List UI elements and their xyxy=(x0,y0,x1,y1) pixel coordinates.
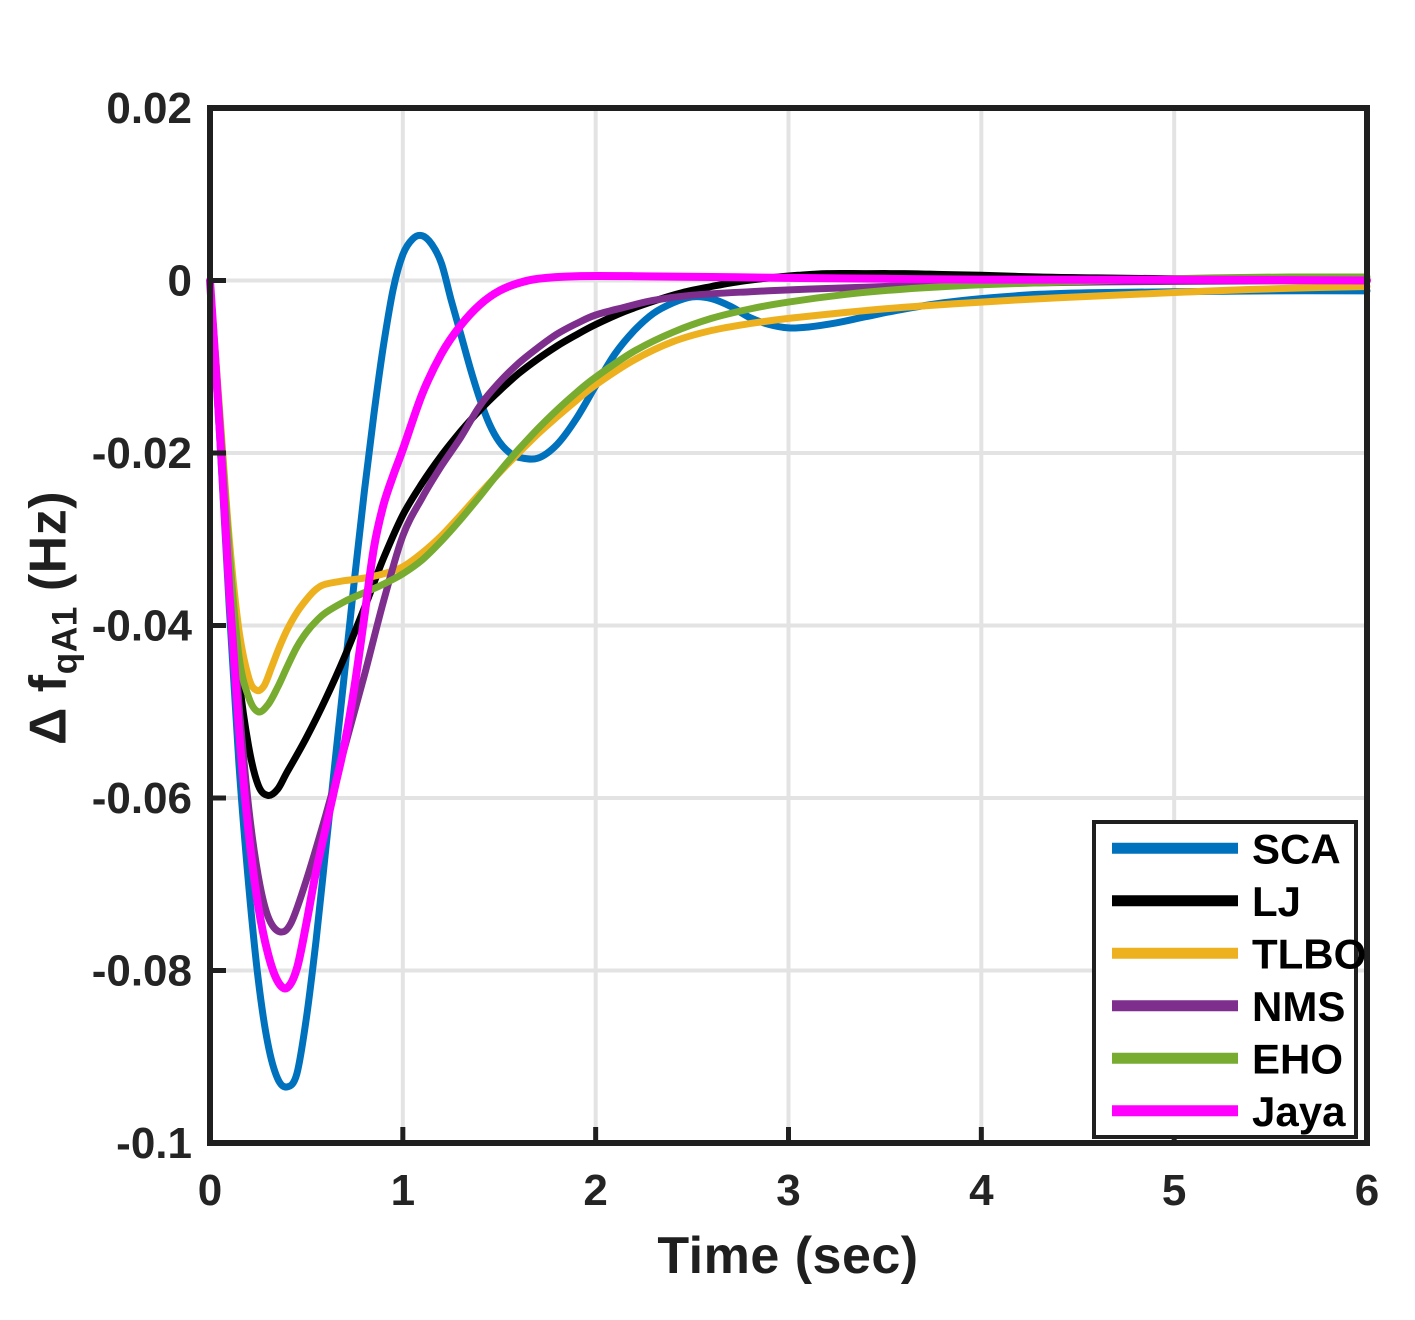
y-axis-label-prefix: Δ f xyxy=(19,674,78,746)
legend-entry-TLBO: TLBO xyxy=(1112,930,1366,977)
legend-label-SCA: SCA xyxy=(1252,825,1341,872)
legend-label-Jaya: Jaya xyxy=(1252,1088,1346,1135)
y-tick-label-0.02: 0.02 xyxy=(106,84,192,133)
legend-box xyxy=(1092,820,1358,1139)
x-tick-label-4: 4 xyxy=(969,1166,994,1215)
y-axis-label-subscript: qA1 xyxy=(45,606,85,675)
legend-label-EHO: EHO xyxy=(1252,1035,1343,1082)
series-group xyxy=(206,231,1371,1091)
series-line-LJ xyxy=(206,269,1371,799)
x-tick-label-3: 3 xyxy=(776,1166,800,1215)
x-axis-label: Time (sec) xyxy=(657,1227,919,1285)
legend-entry-NMS: NMS xyxy=(1112,983,1345,1030)
y-tick-label--0.04: -0.04 xyxy=(92,602,193,651)
y-tick-label--0.08: -0.08 xyxy=(92,947,192,996)
series-line-EHO xyxy=(206,273,1371,716)
legend-label-LJ: LJ xyxy=(1252,878,1301,925)
legend-entry-LJ: LJ xyxy=(1112,878,1301,925)
series-line-SCA xyxy=(206,231,1371,1091)
y-tick-label--0.06: -0.06 xyxy=(92,774,192,823)
legend-entry-EHO: EHO xyxy=(1112,1035,1343,1082)
x-tick-label-2: 2 xyxy=(583,1166,607,1215)
x-tick-label-0: 0 xyxy=(198,1166,222,1215)
x-tick-label-5: 5 xyxy=(1162,1166,1186,1215)
tick-labels: 0 1 2 3 4 5 6 0.02 0 -0.02 -0.04 -0.06 -0.08 -0.1 xyxy=(92,84,1380,1215)
legend-entry-SCA: SCA xyxy=(1112,825,1341,872)
legend-label-TLBO: TLBO xyxy=(1252,930,1366,977)
x-tick-label-1: 1 xyxy=(391,1166,415,1215)
y-tick-label--0.02: -0.02 xyxy=(92,429,192,478)
legend-entry-Jaya: Jaya xyxy=(1112,1088,1346,1135)
y-tick-label--0.1: -0.1 xyxy=(116,1119,192,1168)
legend-label-NMS: NMS xyxy=(1252,983,1345,1030)
y-axis-label: Δ fqA1 (Hz) xyxy=(18,491,85,745)
legend: SCA LJ TLBO NMS EHO Jaya xyxy=(1092,820,1366,1139)
x-tick-label-6: 6 xyxy=(1355,1166,1379,1215)
y-tick-label-0: 0 xyxy=(168,257,192,306)
series-line-Jaya xyxy=(206,271,1371,993)
y-axis-label-suffix: (Hz) xyxy=(19,490,78,607)
